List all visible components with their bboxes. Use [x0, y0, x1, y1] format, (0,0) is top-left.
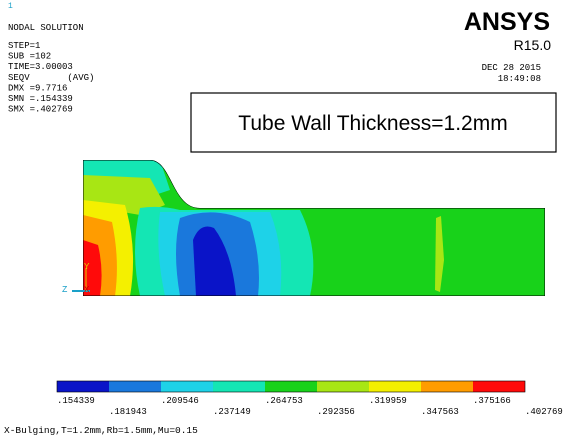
legend-label: .237149: [213, 407, 251, 417]
info-line: SEQV (AVG): [8, 73, 94, 83]
legend-label: .264753: [265, 396, 303, 406]
legend-label: .375166: [473, 396, 511, 406]
legend-label: .319959: [369, 396, 407, 406]
legend-label: .292356: [317, 407, 355, 417]
footer-text: X-Bulging,T=1.2mm,Rb=1.5mm,Mu=0.15: [4, 425, 198, 436]
info-line: TIME=3.00003: [8, 62, 73, 72]
legend-swatch: [265, 381, 317, 392]
legend-label: .209546: [161, 396, 199, 406]
info-line: SUB =102: [8, 52, 51, 62]
legend-label: .347563: [421, 407, 459, 417]
legend-swatch: [421, 381, 473, 392]
info-line: SMN =.154339: [8, 94, 73, 104]
ansys-result-window: 1 NODAL SOLUTION STEP=1SUB =102TIME=3.00…: [0, 0, 580, 440]
info-line: STEP=1: [8, 41, 40, 51]
date: DEC 28 2015: [482, 63, 541, 73]
info-line: SMX =.402769: [8, 105, 73, 115]
legend-label: .402769: [525, 407, 563, 417]
legend-swatch: [161, 381, 213, 392]
legend-swatch: [369, 381, 421, 392]
legend-label: .154339: [57, 396, 95, 406]
window-number: 1: [8, 2, 13, 11]
brand-name: ANSYS: [464, 8, 550, 36]
solution-title: NODAL SOLUTION: [8, 23, 84, 33]
legend-label: .181943: [109, 407, 147, 417]
brand-version: R15.0: [514, 37, 552, 53]
triad-y: Y: [84, 262, 90, 272]
legend-swatch: [109, 381, 161, 392]
time: 18:49:08: [498, 74, 541, 84]
info-line: DMX =9.7716: [8, 83, 67, 93]
legend-swatch: [213, 381, 265, 392]
legend-swatch: [473, 381, 525, 392]
triad-z: Z: [62, 285, 68, 295]
triad-x: X: [84, 285, 90, 295]
legend-swatch: [317, 381, 369, 392]
legend-swatch: [57, 381, 109, 392]
annotation-text: Tube Wall Thickness=1.2mm: [238, 112, 507, 135]
